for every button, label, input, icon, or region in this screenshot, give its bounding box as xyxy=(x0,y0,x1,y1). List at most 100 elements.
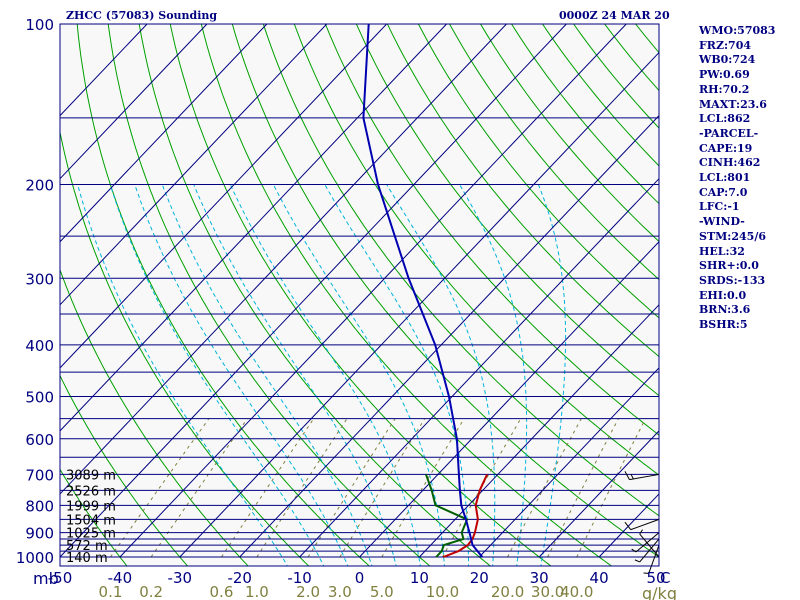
dry-adiabat xyxy=(355,24,659,397)
stat-line: PW:0.69 xyxy=(699,68,750,82)
isotherm xyxy=(239,114,659,558)
stat-line: CAP:7.0 xyxy=(699,185,748,199)
mixing-ratio-unit-label: g/kg xyxy=(642,584,677,600)
mixing-ratio-labels: 0.1 0.2 0.6 1.0 2.0 3.0 5.0 10.0 20.0 30.040.0 xyxy=(99,583,594,600)
pressure-tick-label: 200 xyxy=(25,176,54,194)
mixing-ratio-tick-label: 0.2 xyxy=(139,583,163,600)
pressure-tick-label: 300 xyxy=(25,270,54,288)
station-title: ZHCC (57083) Sounding xyxy=(66,9,218,22)
dry-adiabat xyxy=(138,24,492,566)
pressure-axis-labels: 100 200 300 400 500 600 700 800 900 1000 xyxy=(16,16,54,567)
temperature-tick-label: 30 xyxy=(530,569,549,587)
isotherm xyxy=(60,24,328,306)
dry-adiabat xyxy=(200,24,613,566)
stat-line: -PARCEL- xyxy=(699,126,759,140)
moist-adiabat xyxy=(134,184,349,566)
plot-frame xyxy=(59,23,660,567)
height-label: 1999 m xyxy=(66,499,116,514)
isotherm xyxy=(179,51,659,558)
isotherm xyxy=(60,24,447,432)
stat-line: WB0:724 xyxy=(699,53,756,67)
height-label: 140 m xyxy=(66,551,108,566)
isotherm xyxy=(60,24,567,558)
height-label: 3089 m xyxy=(66,468,116,483)
isotherm xyxy=(60,24,268,243)
mixing-ratio-tick-label: 0.1 xyxy=(99,583,123,600)
stat-line: LFC:-1 xyxy=(699,200,740,214)
mixing-ratio-tick-label: 20.0 xyxy=(491,583,524,600)
stat-line: BRN:3.6 xyxy=(699,303,751,317)
stat-line: LCL:862 xyxy=(699,112,751,126)
pressure-tick-label: 400 xyxy=(25,337,54,355)
stat-line: CAPE:19 xyxy=(699,141,753,155)
stat-line: RH:70.2 xyxy=(699,82,750,96)
dry-adiabat xyxy=(479,24,659,243)
mixing-ratio-tick-label: 5.0 xyxy=(370,583,394,600)
height-label: 572 m xyxy=(66,539,108,554)
temperature-tick-label: 10 xyxy=(410,569,429,587)
dry-adiabat xyxy=(60,268,249,566)
isotherm xyxy=(419,304,659,558)
wind-barb xyxy=(624,471,660,481)
mixing-ratio-tick-label: 30.0 xyxy=(531,583,564,600)
stat-line: LCL:801 xyxy=(699,171,751,185)
isotherms xyxy=(60,24,659,558)
mixing-ratio-line xyxy=(576,418,647,558)
wind-barb xyxy=(639,529,660,558)
sounding-profiles xyxy=(362,24,489,558)
height-label: 1025 m xyxy=(66,527,116,542)
stat-line: BSHR:5 xyxy=(699,318,748,332)
pressure-tick-label: 1000 xyxy=(16,549,54,567)
dewpoint-profile xyxy=(425,474,469,558)
wind-barb xyxy=(631,532,660,553)
dry-adiabat xyxy=(76,24,370,566)
pressure-tick-label: 500 xyxy=(25,389,54,407)
dry-adiabat xyxy=(293,24,659,476)
dry-adiabat xyxy=(386,24,659,358)
isotherm xyxy=(299,177,659,558)
dry-adiabat xyxy=(60,374,189,566)
temperature-tick-label: -10 xyxy=(287,569,312,587)
isotherm xyxy=(60,24,388,369)
isotherm xyxy=(538,430,659,558)
mixing-ratio-tick-label: 1.0 xyxy=(245,583,269,600)
dry-adiabat xyxy=(448,24,659,281)
height-label: 2526 m xyxy=(66,484,116,499)
stat-line: FRZ:704 xyxy=(699,38,752,52)
stat-line: STM:245/6 xyxy=(699,229,766,243)
valid-time: 0000Z 24 MAR 20 xyxy=(559,9,670,22)
dry-adiabat xyxy=(169,24,552,566)
pressure-unit-label: mb xyxy=(33,569,59,588)
stat-line: CINH:462 xyxy=(699,156,761,170)
pressure-tick-label: 700 xyxy=(25,466,54,484)
plot-background xyxy=(60,24,659,566)
dry-adiabat xyxy=(231,24,659,558)
moist-adiabat xyxy=(537,184,567,566)
wind-barb xyxy=(624,518,660,531)
stat-line: WMO:57083 xyxy=(699,24,776,37)
wind-barb xyxy=(643,544,660,574)
temperature-tick-label: 20 xyxy=(470,569,489,587)
moist-adiabat xyxy=(161,184,373,566)
dry-adiabat xyxy=(262,24,659,517)
stat-line: SRDS:-133 xyxy=(699,273,766,287)
moist-adiabat xyxy=(109,184,325,566)
temperature-axis-labels: -50 -40 -30 -20 -10 0 10 20 30 40 50C xyxy=(48,569,671,587)
mixing-ratio-tick-label: 10.0 xyxy=(426,583,459,600)
moist-adiabat xyxy=(272,184,445,566)
temperature-tick-label: 0 xyxy=(355,569,365,587)
stat-line: -WIND- xyxy=(699,215,745,229)
temperature-tick-label: 50 xyxy=(646,569,665,587)
isotherm xyxy=(60,24,208,180)
dry-adiabat xyxy=(60,468,128,566)
dry-adiabat xyxy=(60,129,310,566)
stats-panel: WMO:57083 FRZ:704 WB0:724 PW:0.69 RH:70.2 MAX… xyxy=(699,24,775,333)
isotherm xyxy=(478,367,659,558)
isotherm xyxy=(359,241,659,558)
dry-adiabats xyxy=(60,24,659,566)
stat-line: SHR+:0.0 xyxy=(699,259,759,273)
parcel-profile xyxy=(362,24,484,558)
wind-barbs xyxy=(624,471,660,574)
